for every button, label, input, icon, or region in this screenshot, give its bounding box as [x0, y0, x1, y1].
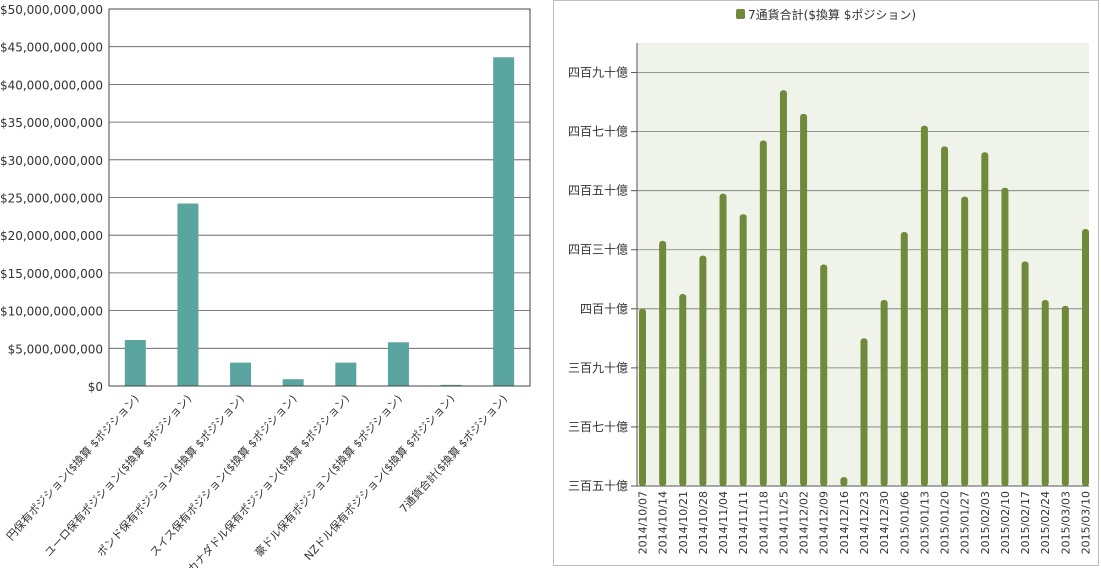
x-tick-label: 7通貨合計($換算 $ポジション)	[396, 392, 510, 516]
x-tick-label: 2015/02/10	[999, 491, 1012, 554]
y-tick-label: $5,000,000,000	[8, 342, 103, 356]
x-tick-label: 2014/12/16	[838, 491, 851, 554]
legend-swatch	[736, 9, 745, 19]
bar	[840, 477, 848, 486]
bar	[961, 196, 969, 486]
bar	[440, 384, 462, 386]
x-tick-label: 2015/03/10	[1080, 491, 1093, 554]
bar	[230, 362, 252, 386]
x-tick-label: 2014/11/18	[757, 491, 770, 554]
weekly-total-bar-chart: 三百五十億三百七十億三百九十億四百十億四百三十億四百五十億四百七十億四百九十億 …	[568, 7, 1093, 554]
bar	[981, 152, 989, 487]
y-tick-label: $45,000,000,000	[0, 41, 103, 55]
bar	[1041, 299, 1049, 486]
x-tick-label: 2015/01/20	[939, 491, 952, 554]
bar	[177, 203, 199, 386]
bar	[1021, 261, 1029, 486]
bar	[124, 340, 146, 386]
y-tick-label: 四百十億	[580, 302, 628, 316]
bar	[920, 125, 928, 487]
x-tick-label: 2014/12/30	[878, 491, 891, 554]
y-tick-label: $30,000,000,000	[0, 154, 103, 168]
x-tick-label: 2014/11/04	[717, 491, 730, 554]
bar	[900, 232, 908, 486]
y-tick-label: $35,000,000,000	[0, 116, 103, 130]
x-tick-label: 2015/02/17	[1019, 491, 1032, 554]
bar	[779, 90, 787, 487]
x-tick-label: 2014/10/14	[657, 491, 670, 554]
bar	[639, 308, 646, 486]
x-tick-label: 2014/10/07	[637, 491, 650, 554]
bar	[335, 362, 357, 386]
position-bar-chart: $0 $5,000,000,000 $10,000,000,000 $15,000,0…	[0, 3, 531, 568]
bar	[800, 113, 808, 486]
x-tick-label: 2015/01/27	[959, 491, 972, 554]
x-tick-label: 2014/12/02	[798, 491, 811, 554]
y-tick-label: 三百七十億	[568, 420, 628, 434]
x-tick-label: 2015/02/03	[979, 491, 992, 554]
bar	[759, 140, 767, 486]
y-tick-label: $20,000,000,000	[0, 229, 103, 243]
y-tick-label: $25,000,000,000	[0, 192, 103, 206]
y-tick-label: 四百三十億	[568, 243, 628, 257]
x-tick-label: 2015/01/06	[898, 491, 911, 554]
legend: 7通貨合計($換算 $ポジション)	[736, 7, 916, 22]
weekly-chart-panel	[553, 0, 1099, 566]
x-tick-label: 2015/03/03	[1059, 491, 1072, 554]
bar	[941, 146, 949, 486]
x-tick-label: 2014/12/09	[818, 491, 831, 554]
bar	[1061, 305, 1069, 486]
y-tick-label: 四百九十億	[568, 66, 628, 80]
bar	[719, 193, 727, 486]
x-tick-label: 2014/11/11	[737, 491, 750, 554]
x-tick-label: 2014/11/25	[777, 491, 790, 554]
bar	[679, 294, 687, 486]
bar	[820, 264, 828, 486]
x-tick-label: 2014/12/23	[858, 491, 871, 554]
bar	[493, 57, 515, 386]
legend-label: 7通貨合計($換算 $ポジション)	[748, 7, 916, 22]
bar	[739, 214, 747, 486]
bar	[699, 255, 707, 486]
bar	[659, 240, 667, 486]
x-tick-label: 2014/10/28	[697, 491, 710, 554]
bar	[860, 338, 868, 486]
bar	[1082, 229, 1089, 486]
bar	[880, 299, 888, 486]
y-tick-label: $0	[88, 380, 103, 394]
y-tick-label: 四百七十億	[568, 125, 628, 139]
bar	[1001, 187, 1009, 487]
x-tick-label: 2015/01/13	[918, 491, 931, 554]
x-tick-label: 2015/02/24	[1039, 491, 1052, 554]
y-tick-label: $50,000,000,000	[0, 3, 103, 17]
y-tick-label: 三百九十億	[568, 361, 628, 375]
y-tick-label: $15,000,000,000	[0, 267, 103, 281]
y-tick-label: $10,000,000,000	[0, 305, 103, 319]
x-tick-label: 2014/10/21	[677, 491, 690, 554]
plot-frame	[108, 8, 531, 387]
bar	[282, 379, 304, 386]
y-tick-label: $40,000,000,000	[0, 78, 103, 92]
bar	[387, 342, 409, 386]
y-tick-label: 四百五十億	[568, 184, 628, 198]
y-tick-label: 三百五十億	[568, 479, 628, 493]
